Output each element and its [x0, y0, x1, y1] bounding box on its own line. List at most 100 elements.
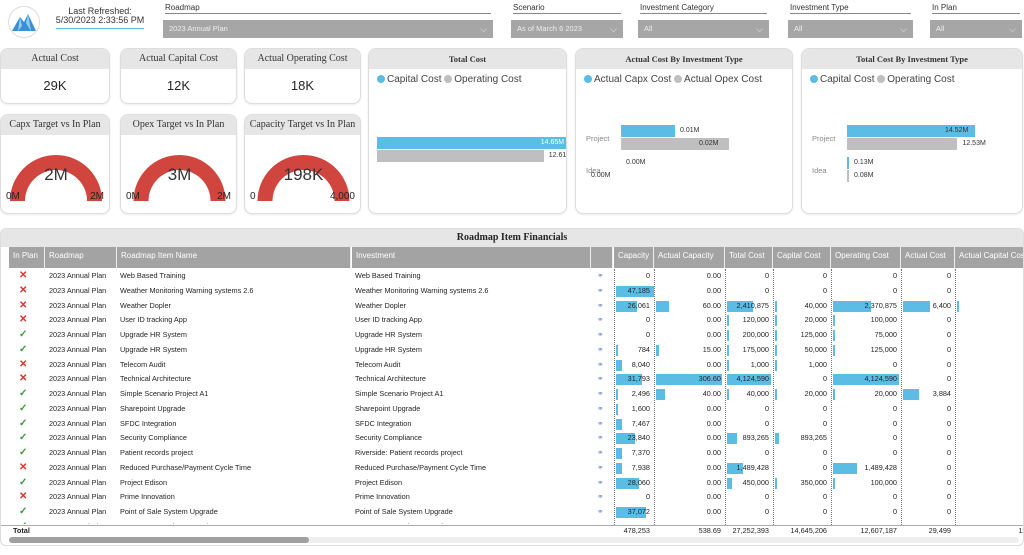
legend-operating[interactable]: Operating Cost — [454, 74, 522, 85]
investment-cell: Point of Sale System Upgrade — [355, 507, 453, 516]
table-row[interactable]: ✕ 2023 Annual Plan Reduced Purchase/Paymen… — [1, 461, 1023, 475]
value-cell: 0 — [822, 271, 827, 280]
value-cell: 0 — [764, 507, 769, 516]
filter-label: Investment Type — [790, 3, 849, 12]
link-icon[interactable]: ⚭ — [597, 477, 604, 487]
link-icon[interactable]: ⚭ — [597, 418, 604, 428]
link-icon[interactable]: ⚭ — [597, 433, 604, 443]
link-icon[interactable]: ⚭ — [597, 271, 604, 280]
value-cell: 0.00 — [706, 507, 721, 516]
item-name-cell: SFDC Integration — [120, 418, 177, 428]
column-header[interactable]: Investment — [352, 247, 591, 268]
value-cell: 0 — [645, 330, 650, 339]
column-header[interactable]: Roadmap Item Name — [117, 247, 351, 268]
column-header[interactable]: Capacity — [614, 247, 654, 268]
check-icon: ✓ — [19, 329, 28, 340]
link-icon[interactable]: ⚭ — [597, 389, 604, 398]
cross-icon: ✕ — [19, 373, 28, 385]
link-icon[interactable]: ⚭ — [597, 315, 604, 325]
link-icon[interactable]: ⚭ — [597, 492, 604, 502]
table-row[interactable]: ✕ 2023 Annual Plan Web Based Training Web B… — [1, 269, 1023, 283]
value-cell: 0 — [645, 271, 650, 280]
value-cell: 1,000 — [808, 359, 827, 369]
check-icon: ✓ — [19, 432, 28, 444]
column-header[interactable]: Roadmap — [45, 247, 117, 268]
value-cell: 0 — [645, 492, 650, 502]
value-cell: 0 — [946, 462, 951, 472]
data-bar — [833, 477, 835, 489]
link-icon[interactable]: ⚭ — [597, 300, 604, 310]
item-name-cell: Telecom Audit — [120, 359, 166, 369]
link-icon[interactable]: ⚭ — [597, 359, 604, 369]
horizontal-scrollbar-thumb[interactable] — [9, 537, 309, 543]
table-row[interactable]: ✓ 2023 Annual Plan Sharepoint Upgrade Share… — [1, 402, 1023, 416]
column-header[interactable]: Actual Capital Cost — [955, 247, 1023, 268]
data-bar — [775, 330, 777, 341]
check-icon: ✓ — [19, 343, 28, 355]
chart-title: Total Cost By Investment Type — [802, 49, 1022, 69]
table-row[interactable]: ✕ 2023 Annual Plan Technical Architecture T… — [1, 372, 1023, 386]
table-row[interactable]: ✕ 2023 Annual Plan Prime Innovation Prime I… — [1, 490, 1023, 504]
kpi-value: 12K — [166, 78, 191, 93]
column-header[interactable] — [591, 247, 613, 268]
filter-dropdown[interactable]: All ⌵ — [638, 20, 769, 38]
gauge-arc — [133, 155, 226, 201]
table-row[interactable]: ✓ 2023 Annual Plan Security Compliance Secu… — [1, 431, 1023, 445]
legend-operating[interactable]: Operating Cost — [887, 74, 955, 85]
link-icon[interactable]: ⚭ — [597, 448, 604, 457]
link-icon[interactable]: ⚭ — [597, 285, 604, 295]
item-name-cell: Point of Sale System Upgrade — [120, 507, 218, 516]
value-cell: 0.00 — [706, 448, 721, 457]
table-row[interactable]: ✕ 2023 Annual Plan User ID tracking App Use… — [1, 313, 1023, 327]
column-header[interactable]: In Plan — [9, 247, 45, 268]
table-row[interactable]: ✓ 2023 Annual Plan Project Edison Project E… — [1, 476, 1023, 490]
column-header[interactable]: Operating Cost — [831, 247, 901, 268]
item-name-cell: Web Based Training — [120, 271, 186, 280]
table-row[interactable]: ✓2023 Annual PlanODATA Connection Upgrad… — [1, 520, 1023, 524]
column-header[interactable]: Total Cost — [725, 247, 773, 268]
table-row[interactable]: ✓ 2023 Annual Plan SFDC Integration SFDC In… — [1, 417, 1023, 431]
legend-capital[interactable]: Capital Cost — [820, 74, 875, 85]
column-header[interactable]: Actual Capacity — [654, 247, 725, 268]
table-row[interactable]: ✓ 2023 Annual Plan Patient records project… — [1, 446, 1023, 460]
link-icon[interactable]: ⚭ — [597, 462, 604, 472]
link-icon[interactable]: ⚭ — [597, 403, 604, 413]
table-body: ✕ 2023 Annual Plan Web Based Training Web B… — [1, 269, 1023, 524]
value-cell: 8,040 — [631, 359, 650, 369]
column-header[interactable]: Capital Cost — [773, 247, 831, 268]
link-icon[interactable]: ⚭ — [597, 520, 611, 524]
filter-dropdown[interactable]: As of March 6 2023 ⌵ — [511, 20, 623, 38]
filter-dropdown[interactable]: 2023 Annual Plan ⌵ — [163, 20, 493, 38]
link-icon[interactable]: ⚭ — [597, 344, 604, 354]
legend-capex[interactable]: Actual Capx Cost — [594, 74, 672, 85]
table-row[interactable]: ✓ 2023 Annual Plan Point of Sale System Up… — [1, 505, 1023, 519]
legend-opex[interactable]: Actual Opex Cost — [684, 74, 762, 85]
table-row[interactable]: ✓ 2023 Annual Plan Upgrade HR System Upgrad… — [1, 328, 1023, 342]
roadmap-cell: 2023 Annual Plan — [49, 418, 107, 428]
data-bar — [775, 477, 777, 489]
link-icon[interactable]: ⚭ — [597, 374, 604, 384]
cross-icon: ✕ — [19, 299, 28, 311]
item-name-cell: Weather Monitoring Warning systems 2.6 — [120, 285, 254, 295]
table-row[interactable]: ✕ 2023 Annual Plan Weather Dopler Weather D… — [1, 299, 1023, 313]
link-icon[interactable]: ⚭ — [597, 330, 604, 339]
item-name-cell: ODATA Connection Upgrade — [120, 520, 354, 524]
filter-dropdown[interactable]: All ⌵ — [788, 20, 913, 38]
value-cell: 2,410,875 — [736, 300, 769, 310]
gauge-min: 0M — [126, 191, 140, 202]
data-label: 0.00M — [591, 172, 611, 179]
table-row[interactable]: ✕ 2023 Annual Plan Weather Monitoring Warn… — [1, 284, 1023, 298]
value-cell: 0 — [892, 359, 897, 369]
legend-capital[interactable]: Capital Cost — [387, 74, 442, 85]
table-row[interactable]: ✓ 2023 Annual Plan Simple Scenario Project… — [1, 387, 1023, 401]
link-icon[interactable]: ⚭ — [597, 507, 604, 516]
horizontal-scrollbar-track[interactable] — [9, 537, 1019, 543]
filter-dropdown[interactable]: All ⌵ — [930, 20, 1022, 38]
table-row[interactable]: ✕ 2023 Annual Plan Telecom Audit Telecom Au… — [1, 358, 1023, 372]
total-value: 538.69 — [698, 526, 721, 535]
data-bar — [833, 374, 899, 386]
total-cost-by-investment-type-chart: Total Cost By Investment Type Capital Co… — [801, 48, 1023, 214]
value-cell: 0 — [892, 418, 897, 428]
table-row[interactable]: ✓ 2023 Annual Plan Upgrade HR System Upgrad… — [1, 343, 1023, 357]
column-header[interactable]: Actual Cost — [901, 247, 955, 268]
